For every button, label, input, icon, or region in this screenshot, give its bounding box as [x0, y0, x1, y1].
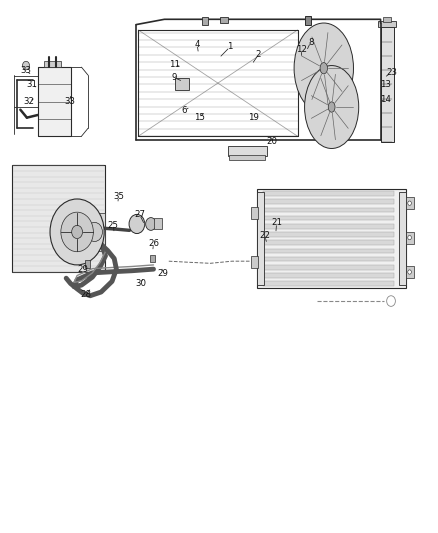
Text: 9: 9	[172, 73, 177, 82]
Circle shape	[72, 225, 82, 239]
Bar	[201, 17, 208, 25]
Circle shape	[408, 201, 411, 205]
Bar	[230, 155, 265, 160]
Circle shape	[387, 296, 396, 306]
Text: 28: 28	[80, 290, 92, 299]
Bar	[153, 217, 162, 229]
Bar	[12, 165, 106, 272]
Text: 22: 22	[259, 231, 270, 240]
Circle shape	[61, 212, 93, 252]
Bar	[383, 17, 391, 22]
Text: 11: 11	[169, 60, 180, 69]
Text: 27: 27	[134, 210, 145, 219]
Text: 33: 33	[64, 97, 75, 106]
Bar	[220, 17, 228, 23]
Text: 12: 12	[296, 45, 307, 54]
Bar	[86, 213, 106, 251]
Ellipse shape	[320, 62, 328, 74]
Text: 6: 6	[181, 106, 187, 115]
Bar	[263, 208, 394, 212]
Bar	[263, 273, 394, 278]
Bar	[175, 78, 189, 90]
Bar	[263, 191, 394, 196]
Bar	[85, 260, 90, 268]
Bar	[263, 281, 394, 286]
Bar	[378, 21, 396, 27]
Bar	[263, 199, 394, 204]
Text: 19: 19	[248, 113, 259, 122]
Text: 13: 13	[380, 80, 391, 89]
Bar	[263, 265, 394, 270]
Ellipse shape	[304, 66, 359, 149]
Text: 29: 29	[158, 269, 169, 278]
Bar	[305, 16, 311, 25]
Ellipse shape	[294, 23, 353, 114]
Circle shape	[146, 217, 156, 230]
Bar	[38, 67, 71, 136]
Text: 23: 23	[386, 68, 397, 77]
Bar	[263, 257, 394, 261]
Bar	[263, 248, 394, 253]
Bar	[406, 197, 414, 209]
Ellipse shape	[328, 102, 335, 112]
Text: 33: 33	[21, 67, 32, 75]
Text: 35: 35	[113, 192, 124, 201]
Text: 21: 21	[271, 219, 282, 228]
Text: 1: 1	[227, 43, 233, 52]
Bar	[406, 266, 414, 278]
Text: 8: 8	[308, 38, 314, 47]
Bar	[228, 147, 267, 156]
Circle shape	[22, 61, 29, 70]
Circle shape	[87, 222, 102, 241]
Bar	[263, 216, 394, 220]
Text: 15: 15	[194, 113, 205, 122]
Circle shape	[408, 270, 411, 274]
Bar	[381, 27, 394, 142]
Text: 30: 30	[135, 279, 146, 288]
Bar	[406, 232, 414, 244]
Text: 14: 14	[380, 94, 391, 103]
Circle shape	[129, 214, 145, 233]
Text: 31: 31	[27, 80, 38, 89]
Text: 32: 32	[24, 97, 35, 106]
Bar	[251, 207, 258, 219]
Text: 29: 29	[78, 265, 88, 273]
Text: 20: 20	[266, 137, 277, 146]
Bar	[251, 256, 258, 268]
Bar	[258, 192, 264, 285]
Circle shape	[408, 236, 411, 240]
Bar	[263, 232, 394, 237]
Circle shape	[50, 199, 104, 265]
Bar	[44, 61, 61, 67]
Bar	[263, 240, 394, 245]
Bar	[150, 255, 155, 262]
Text: 25: 25	[108, 221, 119, 230]
Bar	[263, 224, 394, 229]
Bar	[258, 189, 406, 288]
Bar	[399, 192, 406, 285]
Text: 4: 4	[194, 40, 200, 49]
Text: 2: 2	[255, 51, 261, 59]
Text: 26: 26	[148, 239, 159, 248]
